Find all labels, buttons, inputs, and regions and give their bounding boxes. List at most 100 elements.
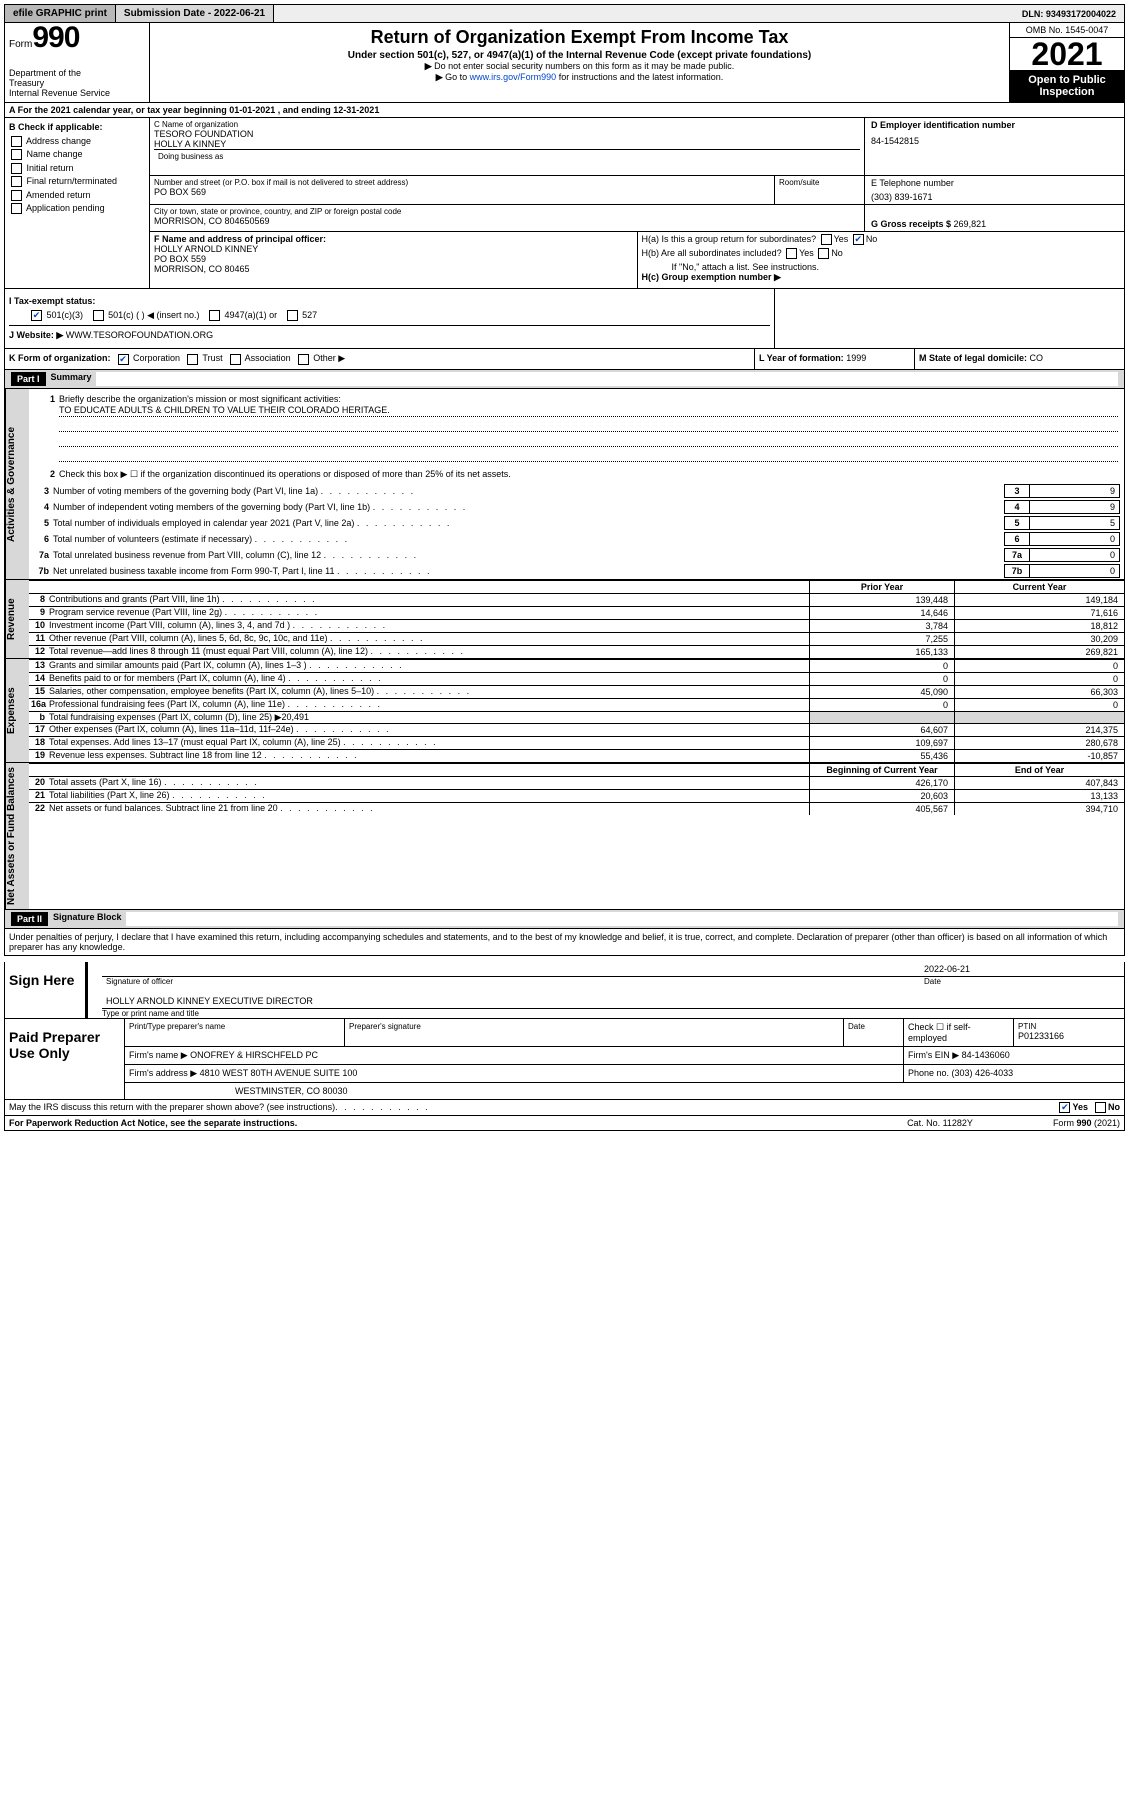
submission-date-button[interactable]: Submission Date - 2022-06-21 [116,5,274,22]
firm-addr2-value: WESTMINSTER, CO 80030 [125,1083,1124,1099]
ha-yes-checkbox[interactable] [821,234,832,245]
line-18-num: 18 [29,737,49,749]
line-8-row: 8Contributions and grants (Part VIII, li… [29,593,1124,606]
line-9-current: 71,616 [954,607,1124,619]
efile-print-button[interactable]: efile GRAPHIC print [5,5,116,22]
addr-change-checkbox[interactable]: Address change [9,135,145,149]
final-return-checkbox[interactable]: Final return/terminated [9,175,145,189]
open-to-public: Open to Public Inspection [1010,70,1124,102]
name-change-checkbox[interactable]: Name change [9,148,145,162]
sign-here-block: Sign Here 2022-06-21 Signature of office… [4,962,1125,1019]
line-21-row: 21Total liabilities (Part X, line 26) 20… [29,789,1124,802]
name-ein-row: C Name of organization TESORO FOUNDATION… [150,118,1124,176]
dba-cell: Doing business as [154,149,860,173]
line-14-row: 14Benefits paid to or for members (Part … [29,672,1124,685]
part1-title: Summary [51,372,92,386]
beginning-year-hdr: Beginning of Current Year [809,764,954,776]
527-checkbox[interactable] [287,310,298,321]
ptin-value: P01233166 [1018,1031,1120,1041]
org-name-1: TESORO FOUNDATION [154,129,860,139]
signature-fields: 2022-06-21 Signature of officer Date HOL… [85,962,1124,1018]
app-pending-checkbox[interactable]: Application pending [9,202,145,216]
discuss-no-checkbox[interactable] [1095,1102,1106,1113]
tax-year-range: A For the 2021 calendar year, or tax yea… [4,103,1125,118]
assoc-checkbox[interactable] [230,354,241,365]
line-14-current: 0 [954,673,1124,685]
mission-text: TO EDUCATE ADULTS & CHILDREN TO VALUE TH… [59,405,1118,417]
officer-signature[interactable] [102,964,924,974]
trust-checkbox[interactable] [187,354,198,365]
year-formation: L Year of formation: 1999 [754,349,914,368]
line-8-prior: 139,448 [809,594,954,606]
line-9-text: Program service revenue (Part VIII, line… [49,607,809,619]
instr2-pre: Go to [445,72,470,82]
form-instruction-1: ▶ Do not enter social security numbers o… [154,61,1005,72]
line-16b-row: b Total fundraising expenses (Part IX, c… [29,711,1124,723]
year-formation-label: L Year of formation: [759,353,846,363]
gross-receipts-label: G Gross receipts $ [871,219,954,229]
officer-city: MORRISON, CO 80465 [154,264,633,274]
revenue-tab: Revenue [5,580,29,658]
hb-no-checkbox[interactable] [818,248,829,259]
4947-checkbox[interactable] [209,310,220,321]
phone-value: (303) 839-1671 [871,192,1118,202]
street-value: PO BOX 569 [154,187,770,197]
revenue-header-row: Prior Year Current Year [29,580,1124,593]
line-6-value: 0 [1030,532,1120,546]
501c-checkbox[interactable] [93,310,104,321]
self-employed-check[interactable]: Check ☐ if self-employed [904,1019,1014,1046]
revenue-content: Prior Year Current Year 8Contributions a… [29,580,1124,658]
mission-block: 1 Briefly describe the organization's mi… [29,389,1124,483]
preparer-date-label: Date [848,1022,899,1031]
firm-ein-value: 84-1436060 [962,1050,1010,1060]
line-7b-num: 7b [33,566,53,576]
hb-note: If "No," attach a list. See instructions… [642,262,1121,272]
line-13-num: 13 [29,660,49,672]
catalog-number: Cat. No. 11282Y [907,1118,973,1128]
state-label: M State of legal domicile: [919,353,1030,363]
form-year-block: OMB No. 1545-0047 2021 Open to Public In… [1009,23,1124,102]
line-10-text: Investment income (Part VIII, column (A)… [49,620,809,632]
principal-officer: F Name and address of principal officer:… [150,232,638,288]
line-13-text: Grants and similar amounts paid (Part IX… [49,660,809,672]
ha-no-checkbox[interactable]: ✔ [853,234,864,245]
addr-change-label: Address change [26,136,91,146]
ha-yes-label: Yes [834,234,849,244]
hb-yes-checkbox[interactable] [786,248,797,259]
website-label: J Website: ▶ [9,330,63,340]
line-11-num: 11 [29,633,49,645]
line-16a-text: Professional fundraising fees (Part IX, … [49,699,809,711]
net-assets-content: Beginning of Current Year End of Year 20… [29,763,1124,909]
line-18-prior: 109,697 [809,737,954,749]
501c3-label: 501(c)(3) [47,310,84,320]
line-7b-text: Net unrelated business taxable income fr… [53,566,1000,576]
line-20-row: 20Total assets (Part X, line 16) 426,170… [29,776,1124,789]
line-11-current: 30,209 [954,633,1124,645]
submission-date-label: Submission Date - [124,8,214,19]
form-number: 990 [32,21,79,55]
irs-link[interactable]: www.irs.gov/Form990 [470,72,557,82]
501c3-checkbox[interactable]: ✔ [31,310,42,321]
initial-return-checkbox[interactable]: Initial return [9,162,145,176]
other-checkbox[interactable] [298,354,309,365]
amended-return-checkbox[interactable]: Amended return [9,189,145,203]
top-toolbar: efile GRAPHIC print Submission Date - 20… [4,4,1125,23]
open-line2: Inspection [1012,86,1122,98]
line-8-text: Contributions and grants (Part VIII, lin… [49,594,809,606]
line-6-row: 6Total number of volunteers (estimate if… [29,531,1124,547]
dba-value [158,161,856,171]
phone-label: E Telephone number [871,178,1118,188]
tax-year: 2021 [1010,38,1124,70]
corp-checkbox[interactable]: ✔ [118,354,129,365]
form-of-org: K Form of organization: ✔ Corporation Tr… [5,349,754,368]
part1-label: Part I [11,372,46,386]
line-11-text: Other revenue (Part VIII, column (A), li… [49,633,809,645]
line-5-value: 5 [1030,516,1120,530]
dept-line3: Internal Revenue Service [9,89,145,99]
line-5-box: 5 [1004,516,1030,530]
line-15-prior: 45,090 [809,686,954,698]
gross-receipts-cell: G Gross receipts $ 269,821 [864,205,1124,231]
paid-preparer-block: Paid Preparer Use Only Print/Type prepar… [4,1019,1125,1100]
mission-label: Briefly describe the organization's miss… [59,394,1114,404]
discuss-yes-checkbox[interactable]: ✔ [1059,1102,1070,1113]
